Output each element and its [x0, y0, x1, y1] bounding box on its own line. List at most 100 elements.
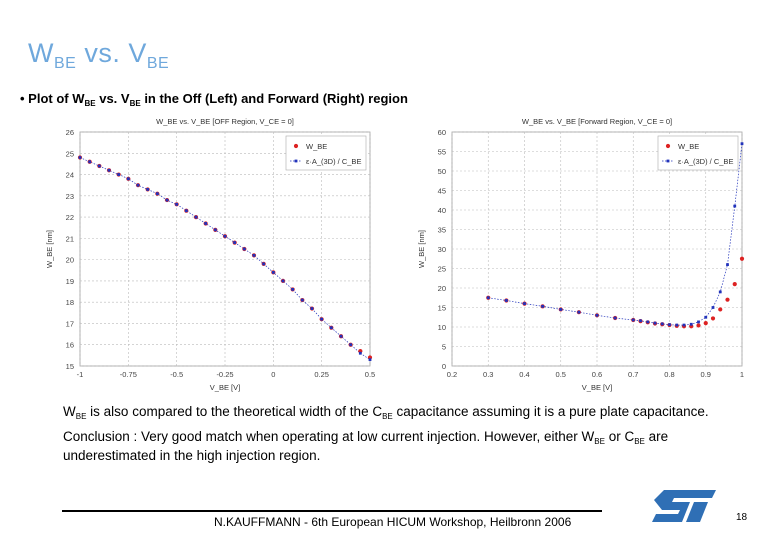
footer-text: N.KAUFFMANN - 6th European HICUM Worksho…: [214, 515, 572, 529]
y-tick-label: 25: [438, 265, 446, 274]
y-tick-label: 17: [66, 319, 74, 328]
chart-title: W_BE vs. V_BE [OFF Region, V_CE = 0]: [156, 117, 294, 126]
chart-title: W_BE vs. V_BE [Forward Region, V_CE = 0]: [522, 117, 672, 126]
y-tick-label: 20: [438, 284, 446, 293]
legend-marker-w-be: [293, 143, 299, 149]
chart-off-region: 15 16 17 18 19 20 21 22 23 24 25 26 -1 -0.75 -0.5 -0.25…: [45, 117, 375, 392]
data-point-c-be: [718, 290, 722, 294]
y-tick-label: 50: [438, 167, 446, 176]
data-point-w-be: [703, 321, 708, 326]
legend-marker-w-be: [665, 143, 671, 149]
data-point-c-be: [88, 160, 92, 164]
x-tick-label: 0.6: [592, 370, 602, 379]
x-tick-label: 0.5: [365, 370, 375, 379]
data-point-c-be: [233, 241, 237, 245]
series-line-c-be: [488, 143, 743, 326]
y-tick-label: 5: [442, 343, 446, 352]
data-point-w-be: [718, 307, 723, 312]
data-point-c-be: [175, 202, 179, 206]
data-point-c-be: [320, 317, 324, 321]
x-tick-label: 0.4: [519, 370, 529, 379]
data-point-w-be: [732, 282, 737, 287]
data-point-c-be: [726, 263, 729, 266]
bullet-caption: • Plot of WBE vs. VBE in the Off (Left) …: [20, 91, 408, 108]
data-point-c-be: [740, 142, 744, 146]
data-point-c-be: [349, 343, 353, 347]
conclusion-text: Conclusion : Very good match when operat…: [63, 429, 669, 463]
legend-marker-c-be: [294, 159, 298, 163]
data-point-c-be: [559, 308, 563, 311]
data-point-c-be: [668, 323, 671, 327]
x-tick-label: -0.25: [216, 370, 233, 379]
data-point-c-be: [689, 322, 693, 326]
y-tick-label: 18: [66, 298, 74, 307]
x-tick-label: 1: [740, 370, 744, 379]
x-tick-label: 0.7: [628, 370, 638, 379]
data-point-c-be: [711, 306, 715, 309]
data-point-c-be: [155, 192, 159, 196]
data-point-c-be: [136, 183, 140, 187]
data-point-c-be: [631, 318, 635, 322]
data-point-c-be: [271, 271, 275, 274]
x-tick-label: -0.5: [170, 370, 183, 379]
data-point-c-be: [504, 299, 508, 302]
data-point-c-be: [310, 307, 314, 310]
x-tick-label: -0.75: [120, 370, 137, 379]
y-tick-label: 10: [438, 323, 446, 332]
data-point-c-be: [613, 316, 617, 320]
y-tick-label: 19: [66, 277, 74, 286]
st-logo-icon: [652, 490, 716, 522]
x-tick-label: -1: [77, 370, 84, 379]
y-axis-label: W_BE [nm]: [417, 230, 426, 268]
data-point-c-be: [577, 310, 581, 314]
legend-box: [285, 135, 367, 171]
data-point-c-be: [223, 234, 227, 238]
data-point-c-be: [242, 247, 246, 251]
y-tick-label: 16: [66, 341, 74, 350]
data-point-c-be: [97, 164, 101, 168]
y-axis-label: W_BE [nm]: [45, 230, 54, 268]
y-tick-label: 60: [438, 128, 446, 137]
data-point-c-be: [675, 323, 679, 327]
slide-title: WBE vs. VBE: [28, 38, 170, 72]
comparison-text: WBE is also compared to the theoretical …: [63, 404, 709, 421]
data-point-w-be: [725, 297, 730, 302]
data-point-c-be: [368, 358, 372, 362]
data-point-c-be: [204, 222, 208, 225]
x-tick-label: 0.9: [701, 370, 711, 379]
y-tick-label: 45: [438, 187, 446, 196]
data-point-c-be: [117, 173, 121, 176]
data-point-c-be: [262, 262, 266, 266]
data-point-c-be: [541, 304, 545, 308]
x-tick-label: 0: [271, 370, 275, 379]
data-point-c-be: [646, 320, 650, 324]
y-tick-label: 23: [66, 192, 74, 201]
footer-divider: [62, 510, 602, 512]
x-axis-label: V_BE [V]: [582, 383, 612, 392]
y-tick-label: 40: [438, 206, 446, 215]
data-point-c-be: [486, 296, 490, 300]
legend-label-c-be: ε·A_(3D) / C_BE: [306, 157, 361, 166]
x-tick-label: 0.8: [664, 370, 674, 379]
data-point-c-be: [639, 319, 642, 323]
data-point-c-be: [523, 302, 526, 305]
page-number: 18: [736, 512, 748, 523]
data-point-c-be: [300, 298, 304, 302]
data-point-c-be: [184, 209, 188, 213]
data-point-w-be: [696, 323, 701, 328]
legend-label-c-be: ε·A_(3D) / C_BE: [678, 157, 733, 166]
data-point-c-be: [733, 204, 737, 208]
legend-box: [657, 135, 739, 171]
legend-label-w-be: W_BE: [678, 142, 699, 151]
y-tick-label: 20: [66, 256, 74, 265]
data-point-c-be: [704, 315, 708, 319]
y-tick-label: 24: [66, 171, 74, 180]
x-tick-label: 0.25: [314, 370, 329, 379]
y-tick-label: 21: [66, 234, 74, 243]
data-point-c-be: [339, 334, 343, 338]
y-tick-label: 22: [66, 213, 74, 222]
data-point-c-be: [697, 320, 700, 324]
legend-marker-c-be: [666, 159, 670, 163]
legend-label-w-be: W_BE: [306, 142, 327, 151]
y-tick-label: 35: [438, 226, 446, 235]
